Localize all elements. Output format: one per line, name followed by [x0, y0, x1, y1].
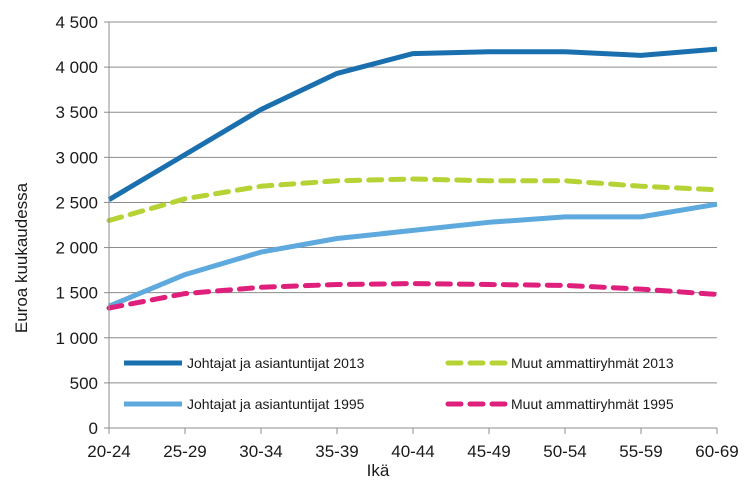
y-axis-title: Euroa kuukaudessa [12, 182, 31, 333]
x-tick-label: 55-59 [619, 442, 662, 461]
series-lines [106, 46, 720, 311]
legend-label-2: Muut ammattiryhmät 2013 [511, 355, 674, 371]
series-line-4 [106, 281, 720, 311]
series-line-2 [106, 176, 720, 223]
x-axis-ticks: 20-24 25-29 30-34 35-39 40-44 45-49 50-54 55-59… [87, 428, 739, 461]
legend-label-3: Johtajat ja asiantuntijat 1995 [187, 396, 365, 412]
y-tick-label: 4 000 [55, 58, 98, 77]
y-tick-label: 3 000 [55, 148, 98, 167]
x-tick-label: 30-34 [239, 442, 282, 461]
legend-label-4: Muut ammattiryhmät 1995 [511, 396, 674, 412]
x-tick-label: 60-69 [695, 442, 738, 461]
y-tick-label: 1 000 [55, 329, 98, 348]
x-tick-label: 35-39 [315, 442, 358, 461]
x-axis-title: Ikä [367, 461, 390, 480]
y-tick-label: 1 500 [55, 284, 98, 303]
y-tick-label: 500 [70, 374, 98, 393]
series-line-3 [108, 201, 718, 309]
y-tick-label: 2 000 [55, 239, 98, 258]
x-tick-label: 25-29 [163, 442, 206, 461]
y-tick-label: 2 500 [55, 193, 98, 212]
series-line-1 [107, 46, 718, 202]
x-tick-label: 45-49 [467, 442, 510, 461]
x-tick-label: 50-54 [543, 442, 586, 461]
x-tick-label: 40-44 [391, 442, 434, 461]
y-axis-ticks: 0 500 1 000 1 500 2 000 2 500 3 000 3 500 4 000 4… [55, 13, 109, 438]
x-tick-label: 20-24 [87, 442, 130, 461]
y-tick-label: 0 [89, 419, 98, 438]
gridlines [109, 21, 717, 384]
legend-label-1: Johtajat ja asiantuntijat 2013 [187, 355, 365, 371]
y-tick-label: 3 500 [55, 103, 98, 122]
legend: Johtajat ja asiantuntijat 2013 Muut ammat… [124, 355, 674, 412]
y-tick-label: 4 500 [55, 13, 98, 32]
